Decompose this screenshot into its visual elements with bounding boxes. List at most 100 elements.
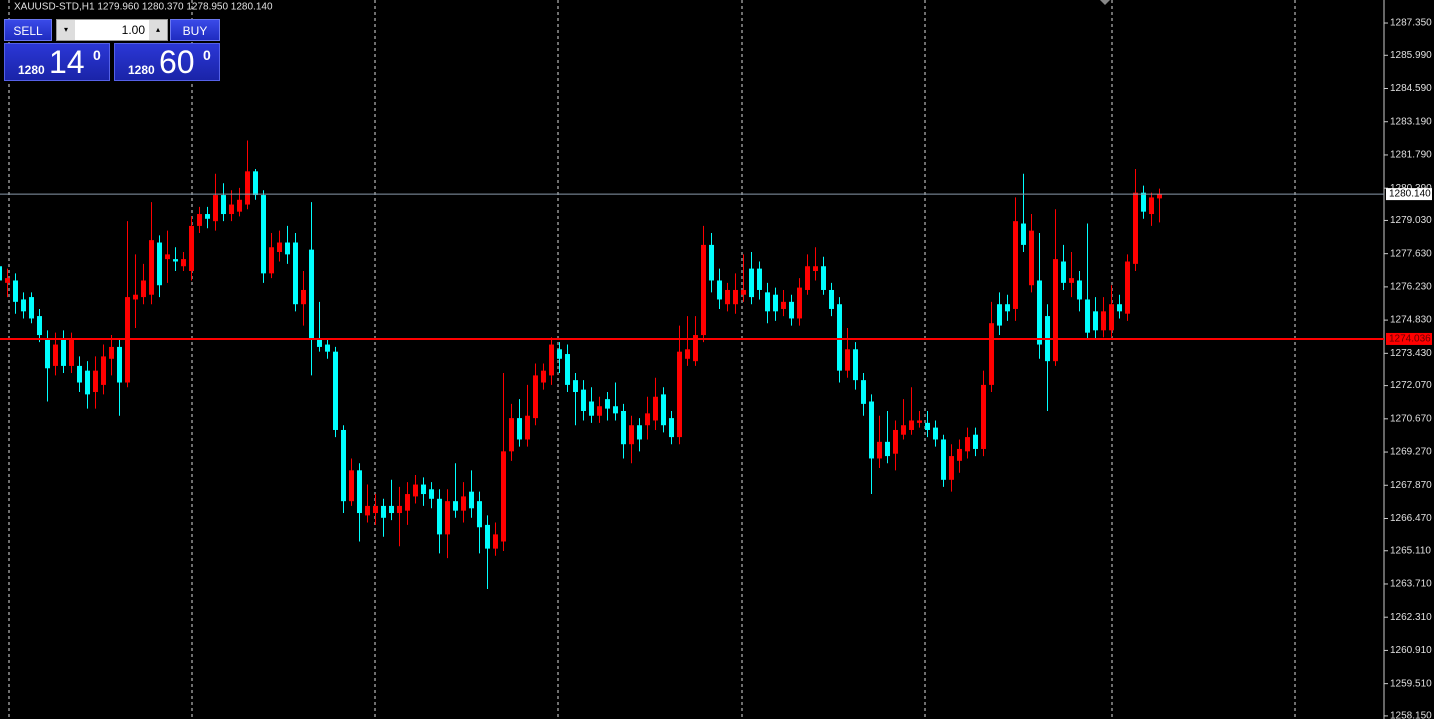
candle-body (229, 204, 234, 215)
y-tick-label: 1287.350 (1390, 18, 1432, 29)
candle-body (509, 418, 514, 452)
candle-body (949, 456, 954, 480)
y-tick-label: 1258.150 (1390, 711, 1432, 719)
y-tick-label: 1267.870 (1390, 480, 1432, 491)
candle-body (397, 505, 402, 514)
candle-body (5, 278, 10, 283)
candle-body (621, 410, 626, 445)
candle-body (501, 451, 506, 542)
candle-body (605, 399, 610, 409)
candle-body (893, 429, 898, 454)
candle-body (197, 214, 202, 226)
candle-body (93, 370, 98, 393)
lot-value[interactable]: 1.00 (121, 23, 145, 37)
candle-body (701, 244, 706, 336)
candle-body (717, 280, 722, 300)
sell-button[interactable]: SELL (4, 19, 52, 41)
y-tick-label: 1272.070 (1390, 380, 1432, 391)
candle-body (0, 266, 2, 281)
candle-body (109, 346, 114, 359)
candle-body (413, 484, 418, 497)
candle-body (277, 242, 282, 253)
candle-body (1149, 197, 1154, 215)
candle-body (317, 339, 322, 347)
sell-price[interactable]: 1280 14 0 (4, 43, 110, 81)
candle-body (629, 425, 634, 445)
candle-body (565, 354, 570, 385)
candle-body (957, 448, 962, 461)
candle-body (1133, 192, 1138, 264)
y-tick-label: 1281.790 (1390, 150, 1432, 161)
y-tick-label: 1276.230 (1390, 282, 1432, 293)
candle-body (341, 429, 346, 502)
price-sup: 0 (203, 47, 211, 63)
candle-body (925, 422, 930, 430)
candle-body (1021, 223, 1026, 245)
candle-body (965, 437, 970, 452)
candle-body (1141, 192, 1146, 212)
bid-label-box (1386, 188, 1432, 201)
candle-body (325, 344, 330, 352)
candle-body (261, 195, 266, 274)
candle-body (653, 396, 658, 421)
y-tick-label: 1259.510 (1390, 678, 1432, 689)
candle-body (1085, 299, 1090, 333)
buy-button[interactable]: BUY (170, 19, 220, 41)
price-digits: 60 (159, 44, 195, 80)
candle-body (69, 339, 74, 366)
candle-body (541, 370, 546, 383)
candle-body (1157, 194, 1162, 199)
lot-field[interactable]: ▾ 1.00 ▴ (56, 19, 168, 41)
y-tick-label: 1274.830 (1390, 315, 1432, 326)
candle-body (693, 335, 698, 362)
candle-body (85, 370, 90, 395)
candle-body (1077, 280, 1082, 300)
candle-body (821, 266, 826, 290)
buy-price[interactable]: 1280 60 0 (114, 43, 220, 81)
candle-body (573, 380, 578, 393)
lot-decrease[interactable]: ▾ (57, 20, 75, 40)
candle-body (581, 389, 586, 411)
candle-body (101, 356, 106, 385)
candle-body (461, 496, 466, 511)
candle-body (165, 254, 170, 260)
y-tick-label: 1265.110 (1390, 545, 1431, 556)
y-tick-label: 1283.190 (1390, 116, 1432, 127)
candle-body (421, 484, 426, 495)
candle-body (613, 406, 618, 414)
candle-body (725, 289, 730, 305)
y-tick-label: 1279.030 (1390, 215, 1432, 226)
candle-body (837, 304, 842, 371)
background-layer (8, 0, 1296, 719)
candle-body (885, 441, 890, 457)
candle-body (973, 434, 978, 449)
candle-body (637, 425, 642, 440)
scroll-marker (1100, 0, 1110, 5)
candle-body (1069, 278, 1074, 283)
candle-body (1061, 261, 1066, 283)
lot-increase[interactable]: ▴ (149, 20, 167, 40)
candle-body (157, 242, 162, 286)
candle-body (1125, 261, 1130, 314)
candle-body (989, 323, 994, 385)
candle-body (853, 349, 858, 381)
y-tick-label: 1277.630 (1390, 248, 1432, 259)
candle-body (917, 420, 922, 423)
candle-body (781, 301, 786, 309)
candle-body (133, 294, 138, 300)
candles (0, 140, 1162, 589)
candle-body (189, 225, 194, 271)
candle-body (373, 505, 378, 514)
candle-body (685, 349, 690, 359)
candle-body (285, 242, 290, 255)
candle-body (1109, 304, 1114, 331)
y-tick-label: 1273.430 (1390, 348, 1432, 359)
candle-body (1117, 304, 1122, 312)
price-sup: 0 (93, 47, 101, 63)
candle-body (77, 365, 82, 383)
candle-body (517, 418, 522, 440)
candle-body (741, 289, 746, 295)
candle-body (117, 346, 122, 383)
candle-body (269, 247, 274, 274)
candle-body (765, 292, 770, 312)
